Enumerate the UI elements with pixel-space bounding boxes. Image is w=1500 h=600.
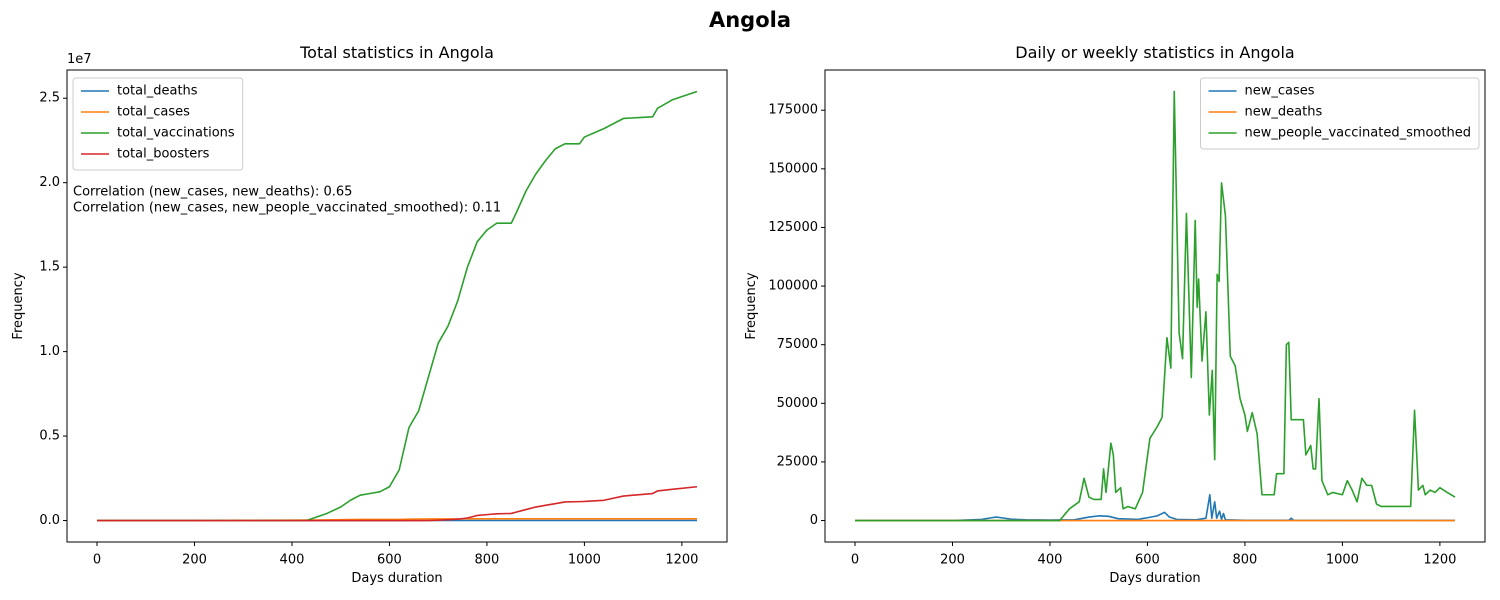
y-tick-label: 0.5: [39, 429, 60, 444]
legend-label: new_cases: [1245, 84, 1315, 99]
series-line: [97, 485, 698, 522]
x-tick-label: 600: [377, 553, 402, 568]
y-tick-label: 75000: [777, 337, 818, 352]
y-tick-label: 125000: [768, 220, 818, 235]
plot-frame: [66, 69, 728, 543]
y-axis-label: Frequency: [744, 272, 759, 339]
series-line: [97, 90, 698, 522]
y-tick-label: 150000: [768, 161, 818, 176]
x-tick-label: 0: [851, 553, 859, 568]
x-tick-label: 800: [475, 553, 500, 568]
y-tick-label: 25000: [777, 454, 818, 469]
legend: new_cases new_deaths new_people_vaccinated…: [1200, 77, 1480, 150]
x-tick-label: 800: [1233, 553, 1258, 568]
y-tick-label: 50000: [777, 396, 818, 411]
x-tick-label: 0: [93, 553, 101, 568]
y-tick-label: 2.5: [39, 91, 60, 106]
y-tick-label: 2.0: [39, 175, 60, 190]
legend-box: [72, 77, 244, 171]
axes-title: Daily or weekly statistics in Angola: [1015, 43, 1294, 62]
series-line: [855, 90, 1456, 522]
legend-box: [1200, 77, 1480, 150]
y-tick-label: 175000: [768, 103, 818, 118]
legend-label: new_people_vaccinated_smoothed: [1245, 126, 1471, 141]
y-axis-label: Frequency: [11, 272, 26, 339]
axes-title: Total statistics in Angola: [299, 43, 494, 62]
legend-label: total_boosters: [117, 147, 210, 162]
y-tick-label: 0: [810, 513, 818, 528]
y-tick-label: 0.0: [39, 513, 60, 528]
y-tick-label: 1.5: [39, 260, 60, 275]
x-axis-label: Days duration: [1109, 571, 1200, 586]
plot-frame: [824, 69, 1486, 543]
x-tick-label: 1000: [568, 553, 601, 568]
legend-label: total_deaths: [117, 84, 198, 99]
x-tick-label: 200: [940, 553, 965, 568]
x-tick-label: 200: [182, 553, 207, 568]
y-tick-label: 100000: [768, 279, 818, 294]
x-tick-label: 1000: [1326, 553, 1359, 568]
x-tick-label: 400: [1038, 553, 1063, 568]
x-tick-label: 400: [280, 553, 305, 568]
legend-label: total_cases: [117, 105, 190, 120]
legend-label: new_deaths: [1245, 105, 1323, 120]
figure-title: Angola: [709, 8, 791, 32]
x-tick-label: 600: [1135, 553, 1160, 568]
y-offset-label: 1e7: [67, 52, 92, 67]
x-axis-label: Days duration: [351, 571, 442, 586]
annotation: Correlation (new_cases, new_people_vacci…: [73, 201, 501, 216]
legend: total_deaths total_cases total_vaccination…: [72, 77, 244, 171]
x-tick-label: 1200: [665, 553, 698, 568]
y-tick-label: 1.0: [39, 344, 60, 359]
legend-label: total_vaccinations: [117, 126, 235, 141]
series-line: [855, 493, 1456, 522]
annotation: Correlation (new_cases, new_deaths): 0.6…: [73, 185, 352, 200]
x-tick-label: 1200: [1423, 553, 1456, 568]
